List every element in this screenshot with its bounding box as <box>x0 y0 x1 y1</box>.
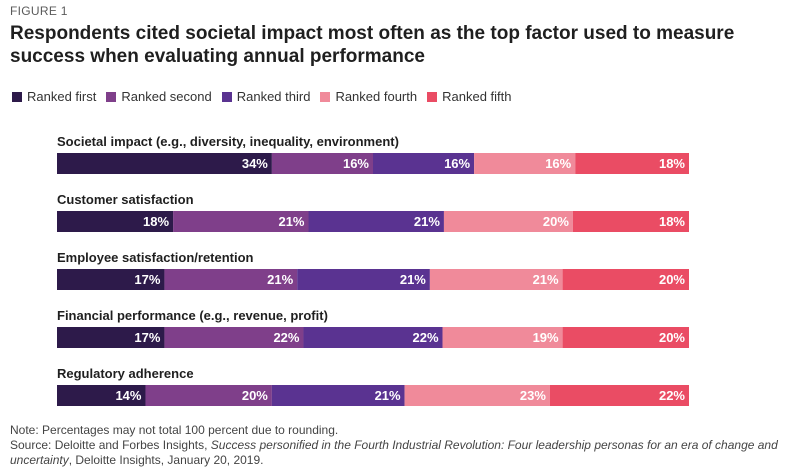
bar-segment <box>474 153 576 174</box>
data-label: 21% <box>375 388 401 403</box>
data-label: 20% <box>543 214 569 229</box>
bar-segment <box>57 385 146 406</box>
legend-swatch <box>12 91 22 102</box>
bar-segment <box>562 269 689 290</box>
figure-label: FIGURE 1 <box>10 4 68 18</box>
bar-segment <box>572 211 689 232</box>
legend-item-ranked-fourth: Ranked fourth <box>320 89 417 104</box>
bar-segment <box>164 269 298 290</box>
legend-item-ranked-second: Ranked second <box>106 89 212 104</box>
legend-item-ranked-fifth: Ranked fifth <box>427 89 511 104</box>
bar-segment <box>562 327 689 348</box>
bar-segment <box>164 327 304 348</box>
data-label: 22% <box>659 388 685 403</box>
data-label: 14% <box>115 388 141 403</box>
data-label: 20% <box>242 388 268 403</box>
legend-swatch <box>320 91 331 102</box>
legend-label: Ranked first <box>27 89 97 104</box>
legend-item-ranked-first: Ranked first <box>12 89 96 104</box>
bar-segment <box>308 211 444 232</box>
bar-segment <box>575 153 689 174</box>
legend-swatch <box>106 91 117 102</box>
chart-legend: Ranked first Ranked second Ranked third … <box>12 89 511 104</box>
bar-segment <box>429 269 563 290</box>
data-label: 21% <box>278 214 304 229</box>
chart-footer: Note: Percentages may not total 100 perc… <box>10 423 790 468</box>
data-label: 22% <box>412 330 438 345</box>
data-label: 17% <box>134 330 160 345</box>
data-label: 19% <box>533 330 559 345</box>
data-label: 23% <box>520 388 546 403</box>
legend-label: Ranked fourth <box>335 89 418 104</box>
bar-segment <box>271 153 373 174</box>
bar-segment <box>57 327 165 348</box>
legend-item-ranked-third: Ranked third <box>221 89 311 104</box>
chart-title: Respondents cited societal impact most o… <box>10 23 735 67</box>
bar-segment <box>442 327 563 348</box>
source-prefix: Source: Deloitte and Forbes Insights, <box>10 438 211 452</box>
bar-segment <box>443 211 573 232</box>
legend-swatch <box>221 91 232 102</box>
data-label: 18% <box>659 156 685 171</box>
category-label: Employee satisfaction/retention <box>57 250 254 265</box>
data-label: 20% <box>659 272 685 287</box>
data-label: 16% <box>343 156 369 171</box>
data-label: 22% <box>273 330 299 345</box>
data-label: 17% <box>134 272 160 287</box>
bar-segment <box>57 211 174 232</box>
bar-segment <box>57 269 165 290</box>
source-note: Source: Deloitte and Forbes Insights, Su… <box>10 438 790 468</box>
category-label: Customer satisfaction <box>57 192 194 207</box>
data-label: 21% <box>533 272 559 287</box>
data-label: 34% <box>242 156 268 171</box>
data-label: 21% <box>267 272 293 287</box>
bar-segment <box>404 385 550 406</box>
data-label: 16% <box>444 156 470 171</box>
source-suffix: , Deloitte Insights, January 20, 2019. <box>68 453 264 467</box>
legend-label: Ranked fifth <box>442 89 512 104</box>
category-label: Regulatory adherence <box>57 366 194 381</box>
data-label: 21% <box>400 272 426 287</box>
category-label: Financial performance (e.g., revenue, pr… <box>57 308 328 323</box>
data-label: 21% <box>414 214 440 229</box>
data-label: 18% <box>143 214 169 229</box>
bar-segment <box>173 211 309 232</box>
legend-label: Ranked third <box>236 89 311 104</box>
category-label: Societal impact (e.g., diversity, inequa… <box>57 134 399 149</box>
bar-segment <box>297 269 430 290</box>
source-title: Success personified in the Fourth Indust… <box>10 438 778 467</box>
legend-swatch <box>427 91 438 102</box>
data-label: 20% <box>659 330 685 345</box>
bar-segment <box>271 385 405 406</box>
bar-segment <box>549 385 689 406</box>
data-label: 16% <box>545 156 571 171</box>
bar-segment <box>373 153 475 174</box>
legend-label: Ranked second <box>121 89 212 104</box>
footnote: Note: Percentages may not total 100 perc… <box>10 423 339 437</box>
bar-segment <box>145 385 272 406</box>
data-label: 18% <box>659 214 685 229</box>
bar-segment <box>57 153 272 174</box>
bar-segment <box>303 327 443 348</box>
